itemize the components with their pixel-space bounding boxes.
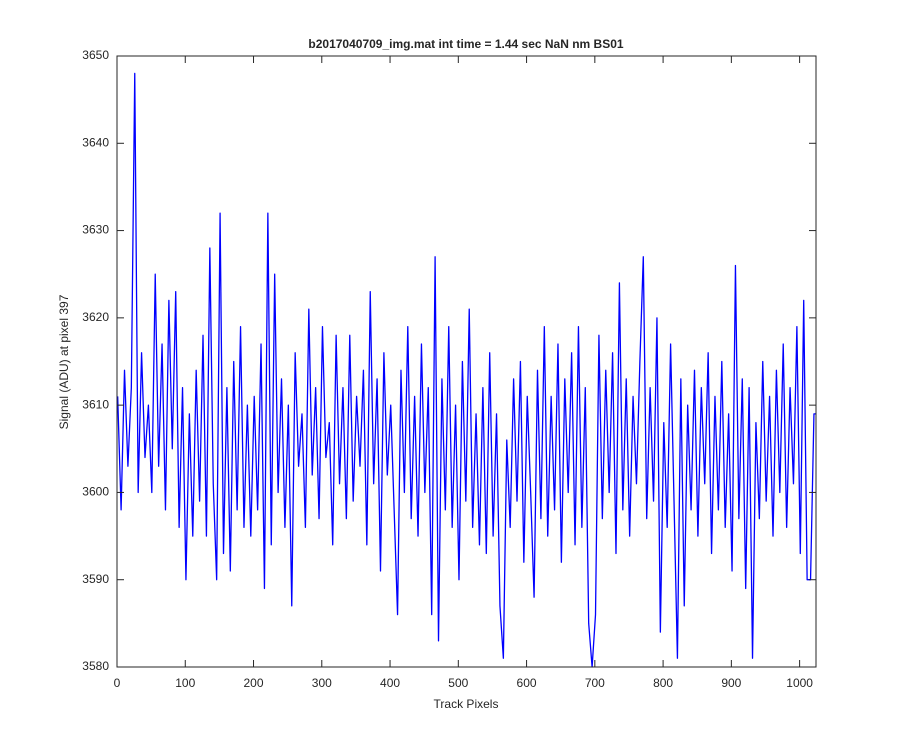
x-tick-label: 1000 <box>786 676 813 690</box>
x-tick-label: 700 <box>585 676 605 690</box>
x-tick-label: 900 <box>721 676 741 690</box>
y-tick-label: 3610 <box>82 397 109 411</box>
y-tick-label: 3590 <box>82 572 109 586</box>
x-tick-label: 0 <box>114 676 121 690</box>
x-tick-label: 200 <box>244 676 264 690</box>
x-tick-label: 100 <box>175 676 195 690</box>
chart-title: b2017040709_img.mat int time = 1.44 sec … <box>308 37 623 51</box>
x-tick-label: 400 <box>380 676 400 690</box>
y-tick-label: 3620 <box>82 310 109 324</box>
y-tick-label: 3630 <box>82 223 109 237</box>
y-axis-label: Signal (ADU) at pixel 397 <box>57 294 71 429</box>
y-tick-label: 3640 <box>82 135 109 149</box>
data-line <box>117 72 816 668</box>
y-tick-label: 3580 <box>82 659 109 673</box>
x-axis-label: Track Pixels <box>434 697 499 711</box>
x-tick-label: 500 <box>448 676 468 690</box>
axes-box <box>116 55 817 668</box>
y-tick-label: 3600 <box>82 485 109 499</box>
x-tick-label: 300 <box>312 676 332 690</box>
plot-area <box>117 72 816 668</box>
y-tick-label: 3650 <box>82 48 109 62</box>
x-tick-label: 600 <box>517 676 537 690</box>
x-tick-label: 800 <box>653 676 673 690</box>
